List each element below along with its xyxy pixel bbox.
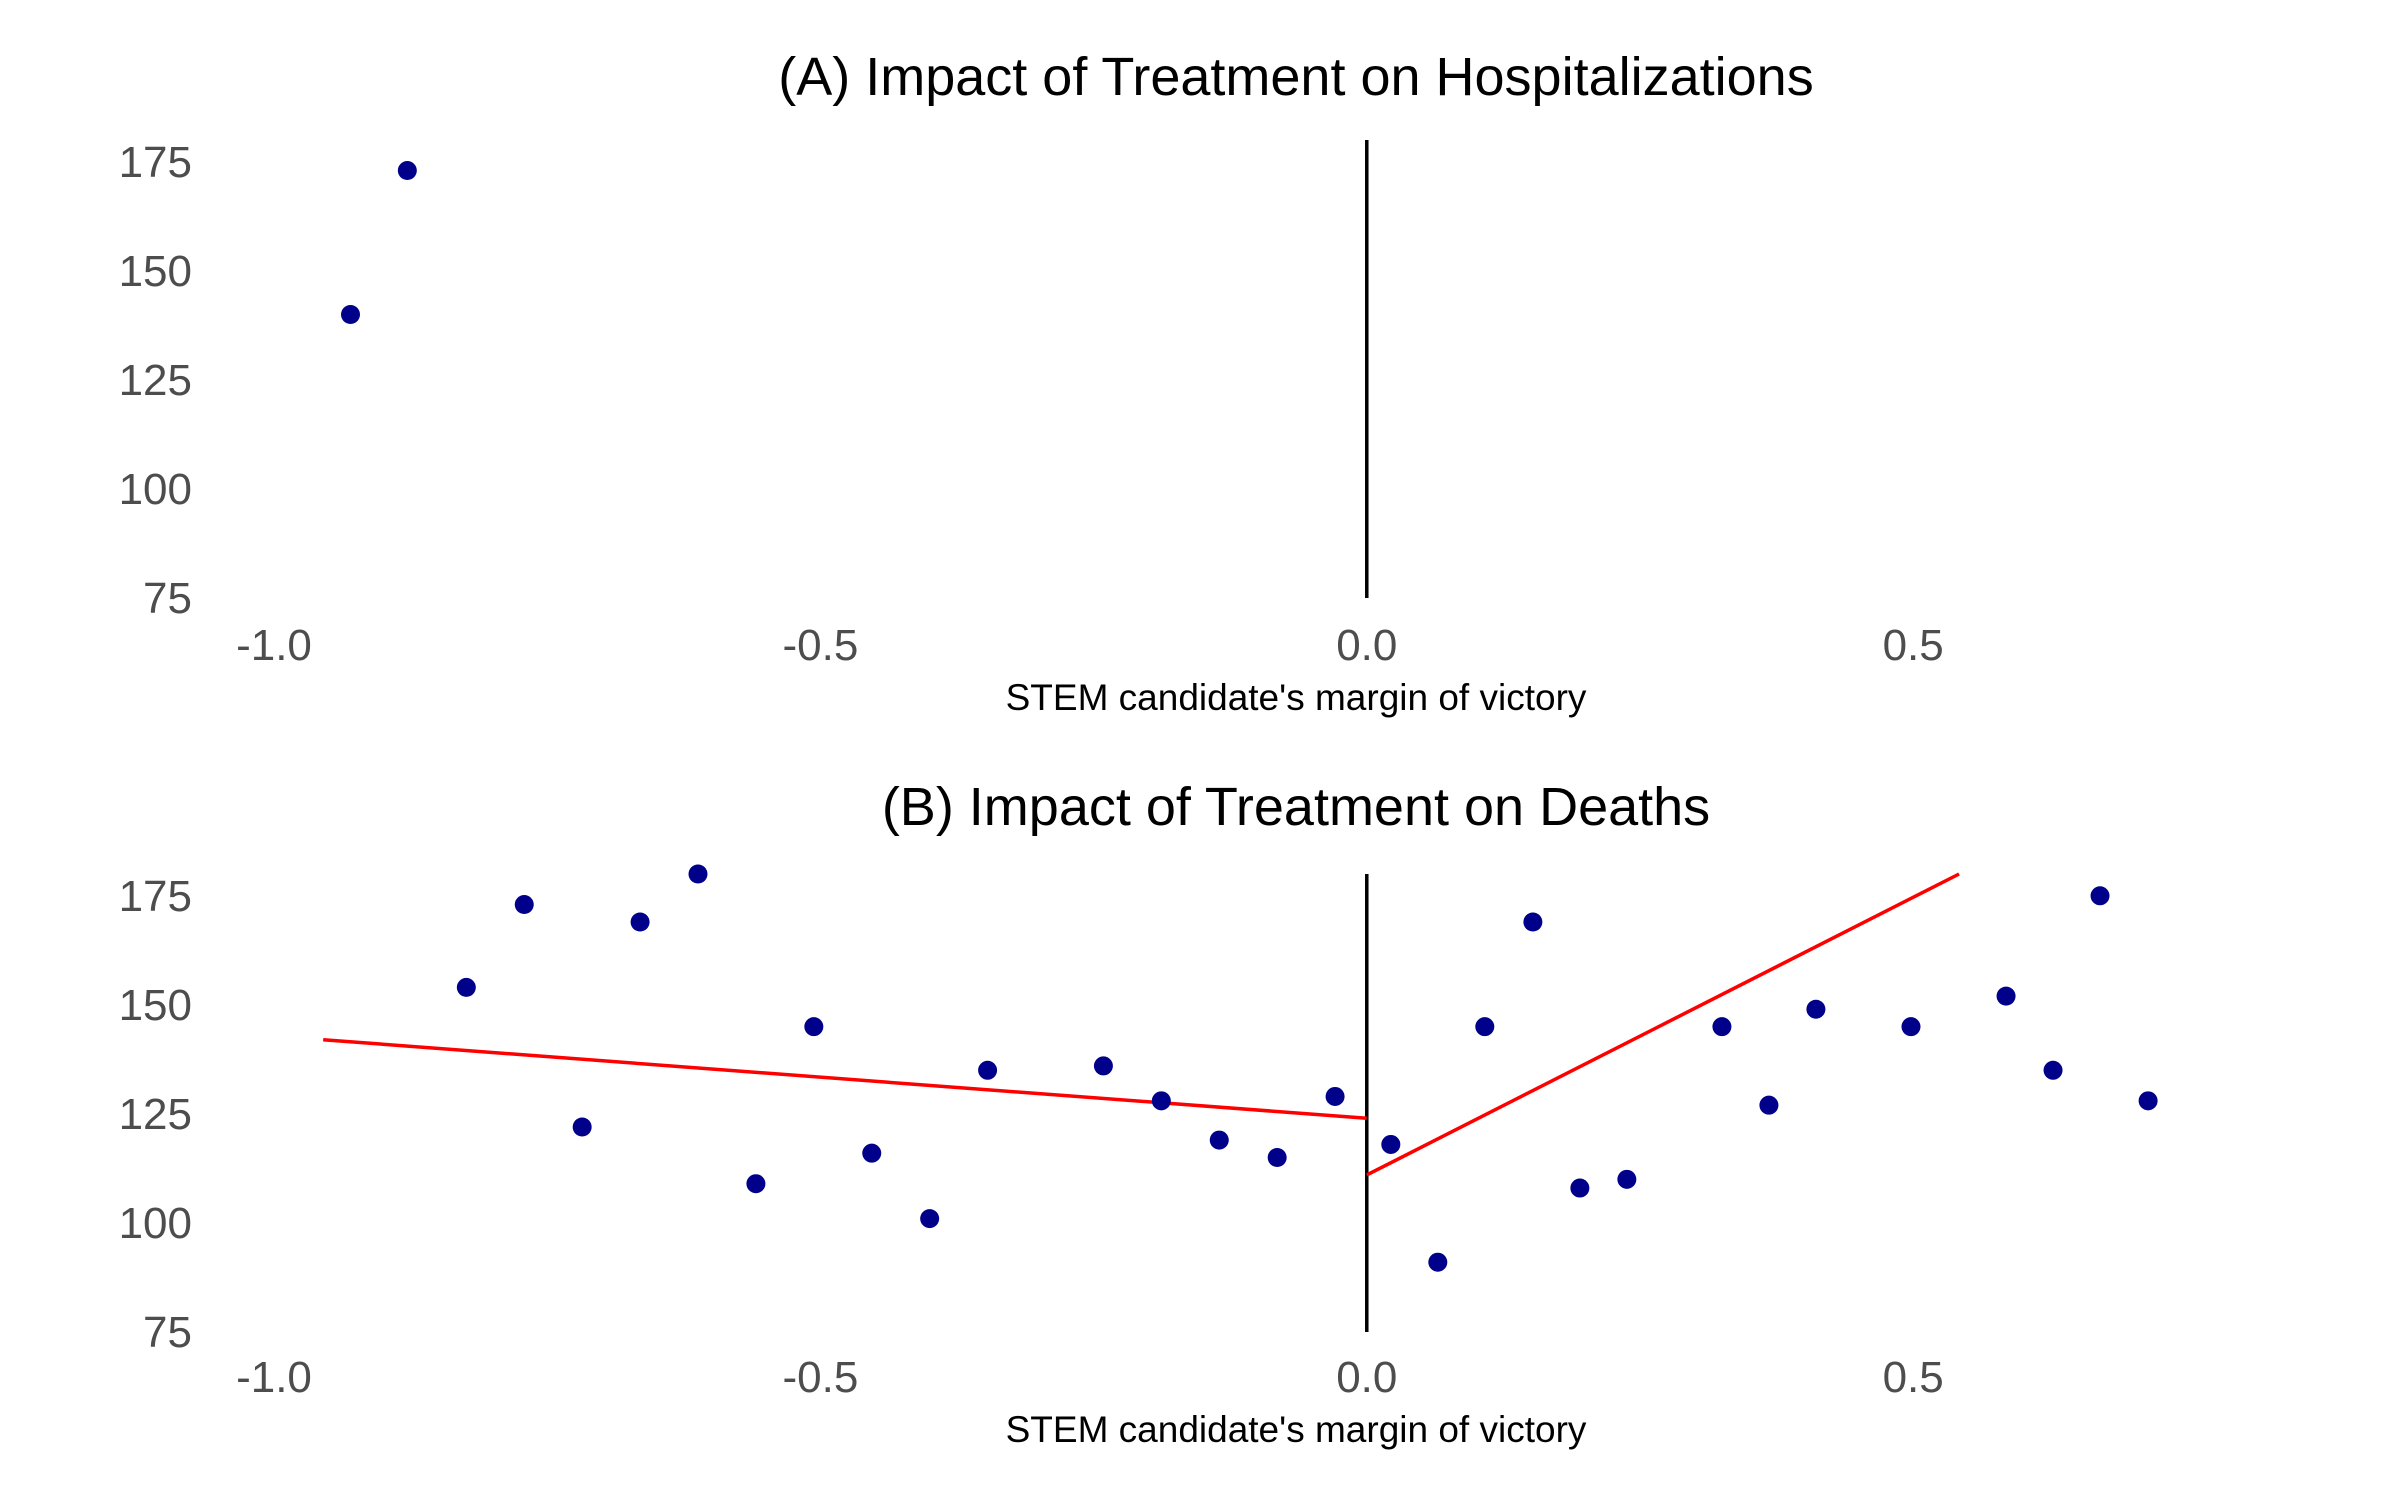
panel-b-data-point	[978, 1060, 998, 1080]
panel-a-x-tick-label: -1.0	[236, 621, 312, 670]
panel-b-data-point	[1901, 1017, 1921, 1037]
panel-b-points	[456, 864, 2158, 1272]
panel-b-x-axis-label: STEM candidate's margin of victory	[1006, 1409, 1587, 1450]
panel-b-data-point	[1570, 1178, 1590, 1198]
panel-b-y-tick-label: 100	[119, 1199, 192, 1248]
panel-a-x-tick-label: 0.5	[1883, 621, 1944, 670]
panel-a-x-axis: -1.0 -0.5 0.0 0.5	[236, 621, 1944, 670]
panel-b-data-point	[2090, 886, 2110, 906]
panel-b-y-tick-label: 175	[119, 872, 192, 921]
panel-b-data-point	[1093, 1056, 1113, 1076]
panel-b-data-point	[572, 1117, 592, 1137]
panel-b-x-tick-label: 0.5	[1883, 1353, 1944, 1402]
panel-b-data-point	[514, 895, 534, 915]
panel-b-data-point	[1759, 1095, 1779, 1115]
panel-a-y-tick-label: 150	[119, 247, 192, 296]
panel-b-x-tick-label: 0.0	[1336, 1353, 1397, 1402]
panel-b-data-point	[1325, 1086, 1345, 1106]
panel-a-y-tick-label: 125	[119, 356, 192, 405]
panel-b-data-point	[920, 1209, 940, 1229]
panel-b-x-axis: -1.0 -0.5 0.0 0.5	[236, 1353, 1944, 1402]
panel-b-data-point	[1996, 986, 2016, 1006]
panel-b-fit-line-right	[1365, 872, 1960, 1177]
panel-b-data-point	[1475, 1017, 1495, 1037]
panel-b-data-point	[456, 977, 476, 997]
panel-b-data-point	[1712, 1017, 1732, 1037]
panel-b-data-point	[1428, 1252, 1448, 1272]
panel-b-data-point	[1617, 1169, 1637, 1189]
panel-b-y-tick-label: 125	[119, 1090, 192, 1139]
panel-b-data-point	[1523, 912, 1543, 932]
panel-a-data-point	[397, 161, 417, 181]
panel-b-x-tick-label: -1.0	[236, 1353, 312, 1402]
panel-b-fit-layer	[323, 872, 1960, 1177]
panel-b-data-point	[862, 1143, 882, 1163]
panel-b-fit-line-left	[323, 1038, 1367, 1121]
panel-b-y-axis: 75 100 125 150 175	[119, 872, 192, 1357]
panel-b-y-tick-label: 150	[119, 981, 192, 1030]
panel-a-y-tick-label: 75	[143, 574, 192, 623]
panel-a-data-point	[340, 304, 360, 324]
panel-b-data-point	[2043, 1060, 2063, 1080]
panel-a-y-axis: 75 100 125 150 175	[119, 138, 192, 623]
panel-a-points	[340, 161, 417, 324]
panel-b-x-tick-label: -0.5	[782, 1353, 858, 1402]
panel-a-y-tick-label: 100	[119, 465, 192, 514]
panel-b-data-point	[1267, 1148, 1287, 1168]
panel-a-x-tick-label: 0.0	[1336, 621, 1397, 670]
panel-b-data-point	[688, 864, 708, 884]
panel-b-data-point	[804, 1017, 824, 1037]
panel-b-data-point	[1381, 1134, 1401, 1154]
panel-b-deaths: (B) Impact of Treatment on Deaths 75 100 1…	[119, 777, 2158, 1450]
panel-a-x-tick-label: -0.5	[782, 621, 858, 670]
panel-a-y-tick-label: 175	[119, 138, 192, 187]
panel-b-y-tick-label: 75	[143, 1308, 192, 1357]
panel-b-data-point	[2138, 1091, 2158, 1111]
panel-b-title: (B) Impact of Treatment on Deaths	[882, 777, 1710, 837]
panel-b-data-point	[1151, 1091, 1171, 1111]
panel-a-hospitalizations: (A) Impact of Treatment on Hospitalizati…	[119, 47, 1944, 718]
panel-b-data-point	[1806, 999, 1826, 1019]
panel-b-data-point	[746, 1174, 766, 1194]
panel-a-title: (A) Impact of Treatment on Hospitalizati…	[778, 47, 1813, 107]
panel-a-x-axis-label: STEM candidate's margin of victory	[1006, 677, 1587, 718]
panel-b-data-point	[1209, 1130, 1229, 1150]
panel-b-data-point	[630, 912, 650, 932]
